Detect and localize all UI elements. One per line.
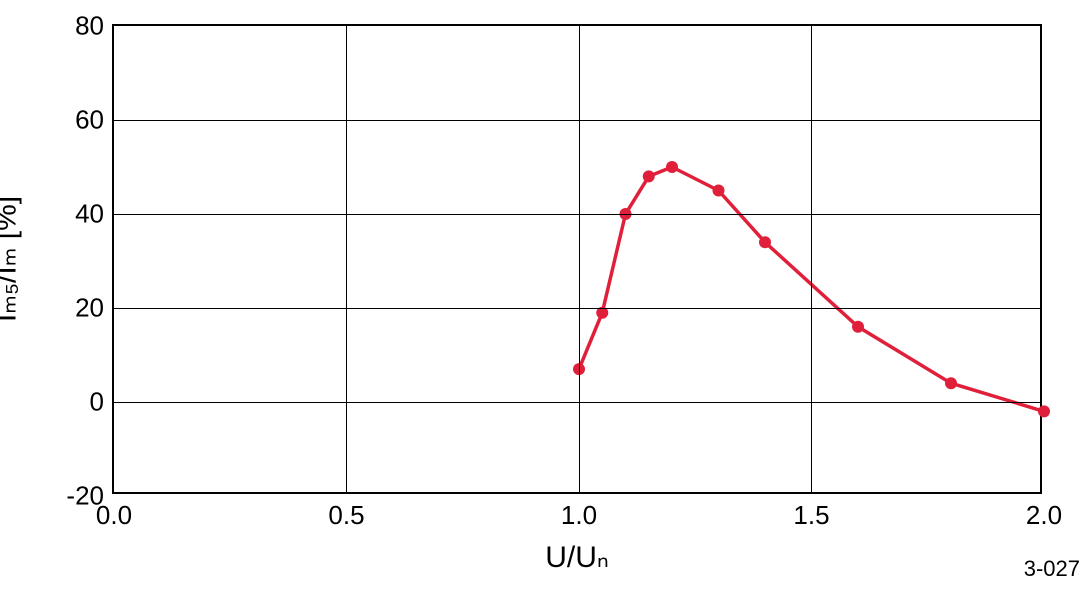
data-point [596, 307, 608, 319]
figure-id-label: 3-027 [1024, 556, 1080, 582]
gridline-horizontal [114, 402, 1040, 403]
data-point [713, 185, 725, 197]
data-point [643, 170, 655, 182]
data-point [666, 161, 678, 173]
chart-container: -200204060800.00.51.01.52.0 Iₘ₅/Iₘ [%] U… [0, 0, 1086, 603]
y-tick-label: 60 [75, 105, 114, 136]
y-tick-label: 40 [75, 199, 114, 230]
gridline-vertical [346, 26, 347, 492]
data-point [945, 377, 957, 389]
data-point [852, 321, 864, 333]
x-tick-label: 1.0 [561, 492, 597, 531]
x-tick-label: 0.5 [328, 492, 364, 531]
gridline-horizontal [114, 214, 1040, 215]
y-tick-label: 80 [75, 11, 114, 42]
x-axis-label: U/Uₙ [545, 540, 609, 575]
gridline-horizontal [114, 308, 1040, 309]
plot-area: -200204060800.00.51.01.52.0 [112, 24, 1042, 494]
data-point [1038, 405, 1050, 417]
y-axis-label: Iₘ₅/Iₘ [%] [0, 196, 24, 322]
data-point [759, 236, 771, 248]
y-tick-label: 20 [75, 293, 114, 324]
y-tick-label: 0 [90, 387, 114, 418]
gridline-vertical [579, 26, 580, 492]
x-tick-label: 0.0 [96, 492, 132, 531]
gridline-vertical [811, 26, 812, 492]
x-tick-label: 1.5 [793, 492, 829, 531]
x-tick-label: 2.0 [1026, 492, 1062, 531]
gridline-horizontal [114, 120, 1040, 121]
